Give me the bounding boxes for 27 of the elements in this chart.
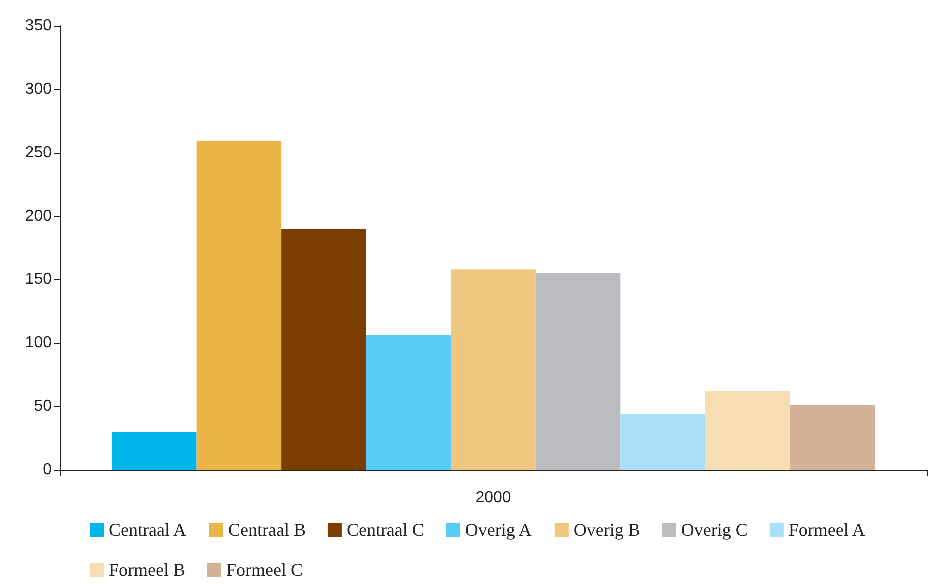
y-tick-label: 50	[34, 398, 52, 416]
bar	[620, 414, 706, 470]
bar	[366, 336, 452, 470]
bar	[282, 228, 366, 470]
legend-label: Overig A	[465, 520, 532, 540]
bar	[536, 273, 621, 470]
y-tick-label: 100	[25, 334, 52, 352]
y-tick-label: 300	[25, 80, 52, 98]
legend-label: Formeel A	[788, 520, 866, 540]
bar	[790, 405, 875, 470]
legend-label: Centraal A	[109, 520, 186, 540]
legend-label: Formeel B	[109, 560, 186, 580]
x-tick-label: 2000	[476, 490, 512, 506]
y-tick-label: 250	[25, 144, 52, 162]
y-tick-label: 200	[25, 208, 52, 225]
y-tick-label: 150	[25, 271, 52, 288]
legend-label: Centraal B	[228, 520, 306, 540]
y-tick-label: 350	[25, 18, 52, 34]
bar	[705, 391, 790, 470]
bar	[196, 141, 282, 470]
legend-label: Overig C	[681, 520, 748, 540]
bar	[112, 432, 197, 470]
legend-label: Overig B	[574, 520, 640, 540]
y-tick-label: 0	[43, 462, 52, 478]
legend-label: Formeel C	[226, 560, 303, 580]
legend-label: Centraal C	[346, 520, 424, 540]
bar	[451, 270, 536, 470]
